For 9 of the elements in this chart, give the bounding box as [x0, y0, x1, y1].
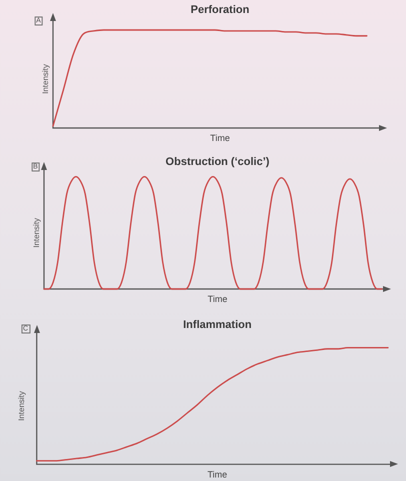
- x-axis-title: Time: [210, 133, 230, 144]
- x-axis-title: Time: [208, 469, 228, 480]
- chart-title: Obstruction (‘colic’): [166, 156, 270, 168]
- y-axis-title: Intensity: [32, 218, 42, 248]
- chart-title: Perforation: [190, 4, 250, 16]
- y-axis-title: Intensity: [17, 391, 26, 421]
- chart-title: Inflammation: [183, 319, 252, 332]
- y-axis-title: Intensity: [41, 64, 50, 94]
- x-axis-title: Time: [208, 294, 228, 304]
